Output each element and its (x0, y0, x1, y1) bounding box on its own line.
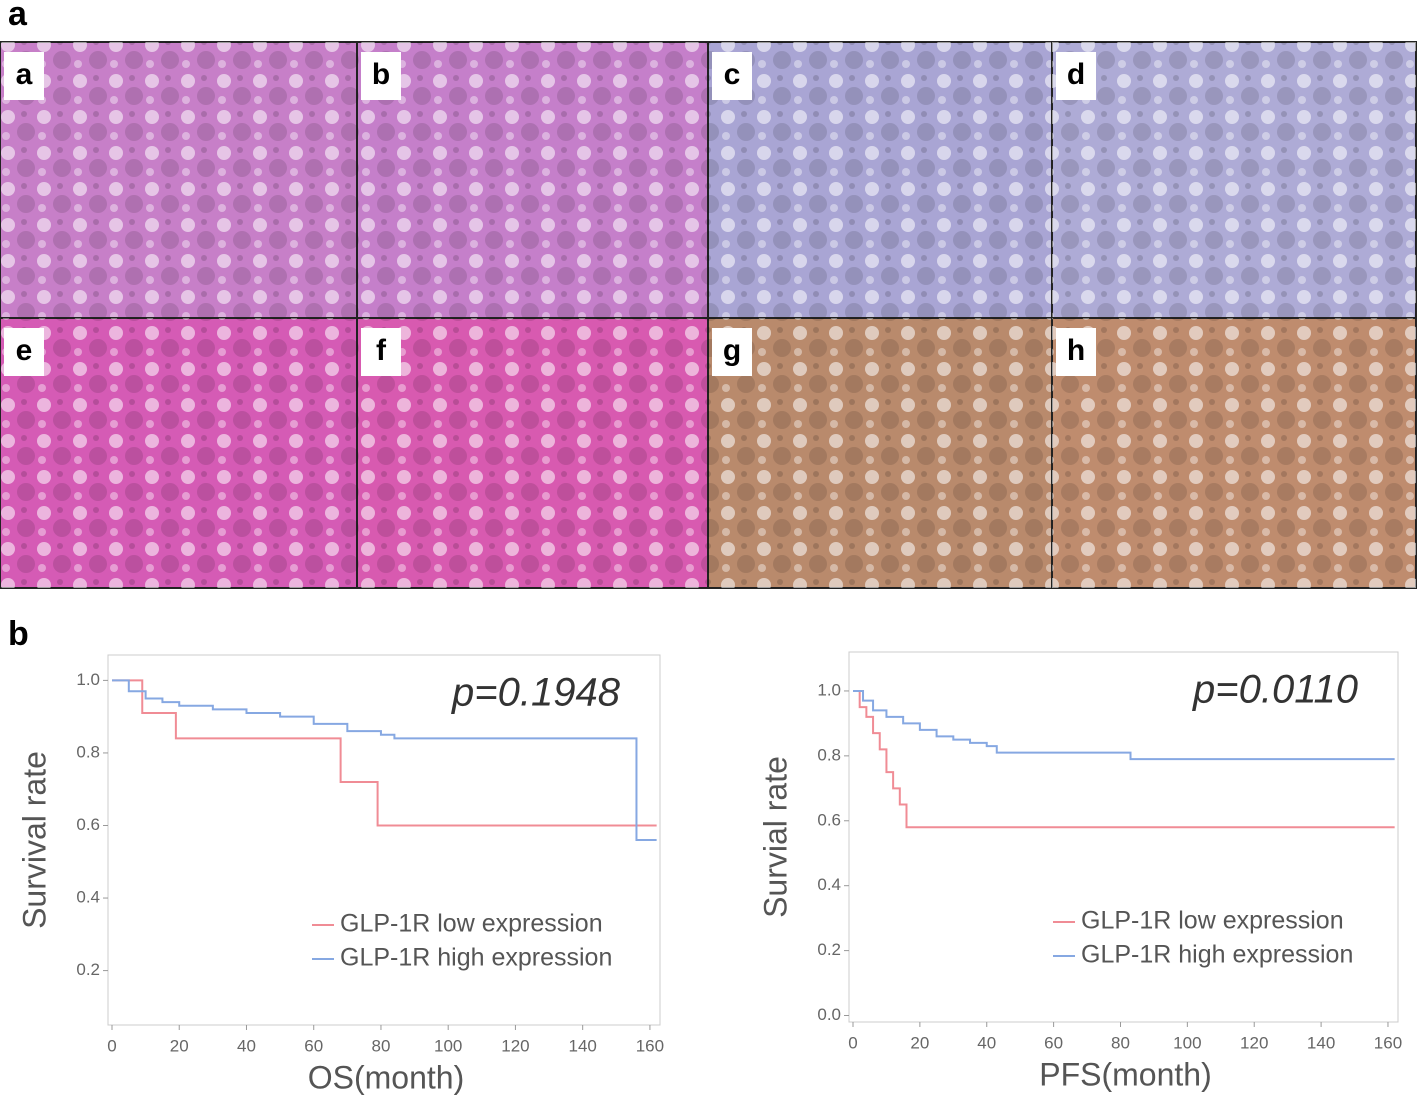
x-tick-label: 40 (977, 1033, 996, 1052)
panel-label: b (372, 58, 390, 91)
histology-texture (0, 42, 357, 318)
x-tick-label: 80 (371, 1036, 390, 1055)
legend-label: GLP-1R high expression (340, 944, 612, 972)
legend-label: GLP-1R high expression (1081, 941, 1353, 969)
panel-label: e (16, 334, 33, 367)
x-tick-label: 0 (107, 1036, 116, 1055)
panel-label-bg (1056, 328, 1096, 376)
panel-label: a (16, 58, 33, 91)
y-tick-label: 0.6 (817, 810, 841, 829)
panel-label-bg (1056, 52, 1096, 100)
p-value: p=0.0110 (1192, 668, 1358, 712)
histology-texture (1052, 318, 1416, 588)
figure-label: b (8, 615, 29, 653)
histology-texture (357, 42, 708, 318)
x-tick-label: 20 (170, 1036, 189, 1055)
x-axis-title: PFS(month) (1039, 1056, 1211, 1092)
survival-curve (853, 689, 1395, 829)
image-grid: a b c d e f g h (0, 41, 1417, 589)
histology-texture (357, 318, 708, 588)
y-axis-title: Survial rate (757, 756, 793, 918)
x-tick-label: 160 (636, 1036, 664, 1055)
x-axis-title: OS(month) (308, 1059, 464, 1095)
y-tick-label: 0.8 (817, 745, 841, 764)
survival-curve (853, 689, 1395, 761)
x-tick-label: 100 (1173, 1033, 1201, 1052)
panel-label-bg (712, 328, 752, 376)
charts: 0 20 40 60 80 100 120 140 160 0.2 0.4 0.6 0.8 1.0 OS(m… (16, 651, 1402, 1095)
x-tick-label: 60 (304, 1036, 323, 1055)
x-tick-label: 60 (1044, 1033, 1063, 1052)
p-value: p=0.1948 (451, 671, 621, 715)
figure-label: a (8, 0, 28, 33)
y-tick-label: 0.6 (76, 815, 100, 834)
y-axis-title: Survival rate (16, 751, 52, 929)
y-tick-label: 0.2 (76, 960, 100, 979)
x-tick-label: 140 (1307, 1033, 1335, 1052)
panel-label-bg (361, 52, 401, 100)
panel-label-bg (4, 328, 44, 376)
x-tick-label: 140 (568, 1036, 596, 1055)
histology-texture (0, 318, 357, 588)
panel-label-bg (4, 52, 44, 100)
plot-frame (107, 654, 661, 1026)
x-tick-label: 80 (1111, 1033, 1130, 1052)
x-tick-label: 100 (434, 1036, 462, 1055)
x-tick-label: 120 (1240, 1033, 1268, 1052)
y-tick-label: 0.4 (76, 888, 100, 907)
panel-label: g (723, 334, 741, 367)
legend-label: GLP-1R low expression (1081, 907, 1344, 935)
panel-label: c (724, 58, 741, 91)
legend-label: GLP-1R low expression (340, 910, 603, 938)
survival-curve (112, 679, 657, 841)
histology-texture (708, 318, 1052, 588)
y-tick-label: 1.0 (76, 670, 100, 689)
y-tick-label: 0.4 (817, 875, 841, 894)
panel-label: d (1067, 58, 1085, 91)
panel-label: h (1067, 334, 1085, 367)
plot-frame (848, 651, 1399, 1023)
histology-texture (1052, 42, 1416, 318)
x-tick-label: 120 (501, 1036, 529, 1055)
y-tick-label: 0.8 (76, 742, 100, 761)
y-tick-label: 0.0 (817, 1005, 841, 1024)
x-tick-label: 0 (848, 1033, 857, 1052)
panel-label-bg (361, 328, 401, 376)
x-tick-label: 160 (1374, 1033, 1402, 1052)
panel-label: f (376, 334, 387, 367)
x-tick-label: 20 (910, 1033, 929, 1052)
panel-label-bg (712, 52, 752, 100)
histology-texture (708, 42, 1052, 318)
y-tick-label: 1.0 (817, 680, 841, 699)
y-tick-label: 0.2 (817, 940, 841, 959)
x-tick-label: 40 (237, 1036, 256, 1055)
survival-curve (112, 679, 657, 827)
